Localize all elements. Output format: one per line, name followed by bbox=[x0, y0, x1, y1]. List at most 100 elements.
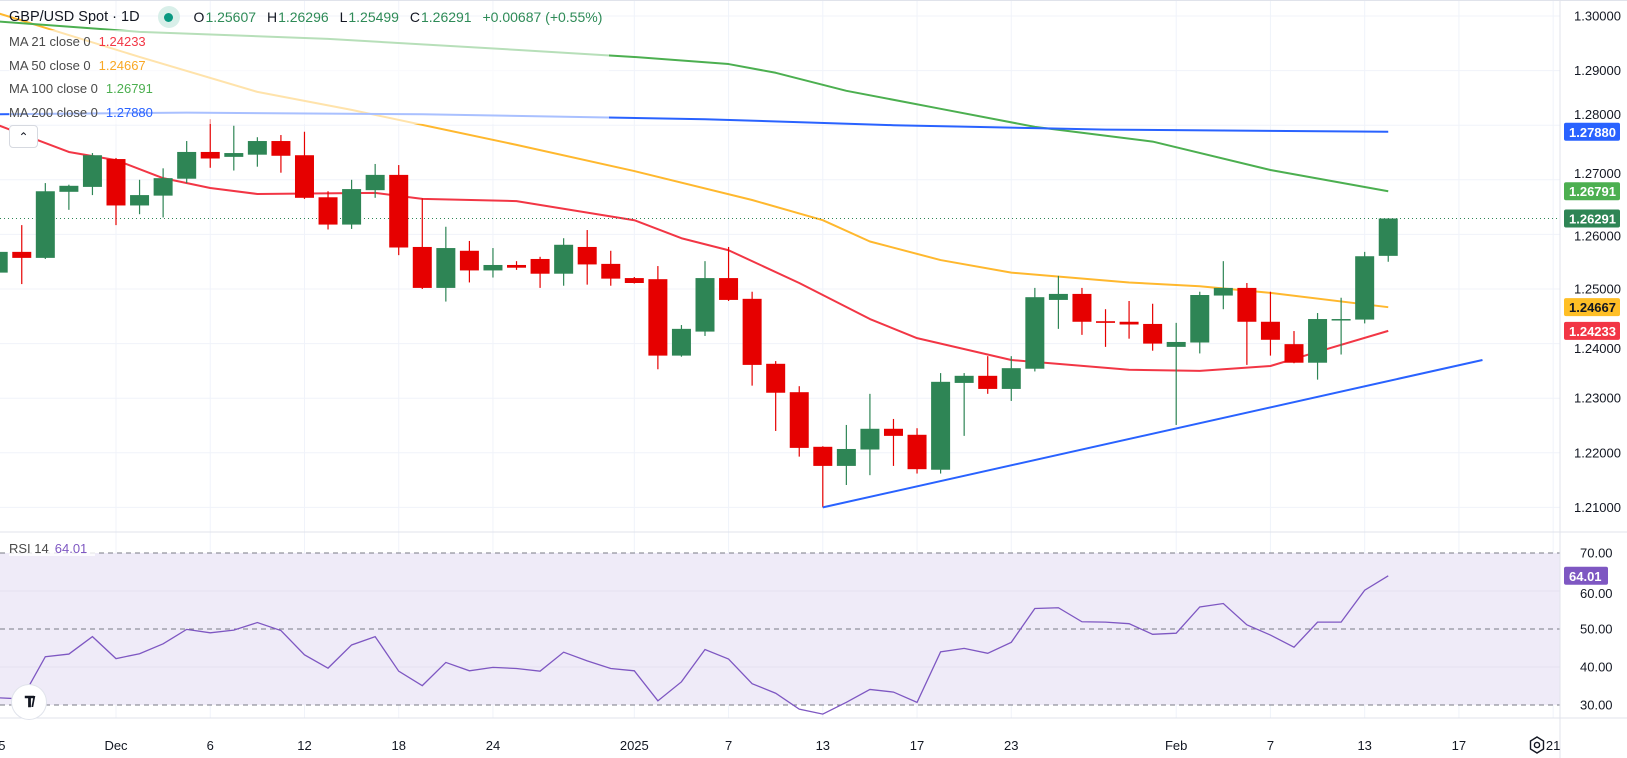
candle-body bbox=[1166, 341, 1186, 347]
candle bbox=[1025, 287, 1045, 372]
rsi-tick-label: 70.00 bbox=[1580, 546, 1613, 561]
price-tick-label: 1.30000 bbox=[1574, 9, 1621, 24]
price-tick-label: 1.22000 bbox=[1574, 445, 1621, 460]
indicator-value: 1.24233 bbox=[98, 34, 146, 49]
rsi-badge bbox=[1564, 566, 1608, 585]
candle-body bbox=[836, 448, 856, 466]
candle bbox=[1284, 331, 1304, 364]
candle bbox=[82, 153, 102, 196]
candle bbox=[1096, 309, 1116, 347]
candle-body bbox=[1284, 344, 1304, 363]
candle bbox=[719, 246, 739, 302]
candle bbox=[106, 157, 126, 226]
candle-body bbox=[671, 328, 691, 356]
candle bbox=[931, 373, 951, 474]
candle-body bbox=[459, 250, 479, 271]
price-tick-label: 1.24000 bbox=[1574, 341, 1621, 356]
price-tick-label: 1.21000 bbox=[1574, 500, 1621, 515]
candle bbox=[1378, 218, 1398, 262]
close-value: 1.26291 bbox=[420, 9, 472, 25]
indicator-ma100[interactable]: MA 100 close 0 1.26791 bbox=[9, 77, 610, 101]
candle bbox=[0, 251, 8, 273]
time-tick-label: Feb bbox=[1165, 738, 1187, 753]
symbol-title[interactable]: GBP/USD Spot · 1D bbox=[9, 9, 140, 25]
rsi-line bbox=[0, 575, 1389, 715]
candle bbox=[224, 125, 244, 171]
candle bbox=[530, 256, 550, 288]
collapse-legend-button[interactable]: ⌃ bbox=[9, 125, 38, 148]
candle-body bbox=[954, 375, 974, 383]
candle-body bbox=[789, 392, 809, 448]
price-badge bbox=[1564, 298, 1620, 317]
indicator-ma50[interactable]: MA 50 close 0 1.24667 bbox=[9, 53, 610, 77]
candle bbox=[624, 276, 644, 284]
candle bbox=[836, 424, 856, 486]
candle-body bbox=[507, 264, 527, 268]
indicator-ma200[interactable]: MA 200 close 0 1.27880 bbox=[9, 100, 610, 124]
candle-body bbox=[106, 159, 126, 206]
high-value: 1.26296 bbox=[278, 9, 329, 25]
candle-body bbox=[1048, 293, 1068, 300]
candle bbox=[766, 361, 786, 431]
candle-body bbox=[412, 246, 432, 288]
candle bbox=[1001, 356, 1021, 401]
tradingview-logo[interactable]: 𝐓 / bbox=[12, 685, 46, 719]
low-label: L bbox=[339, 9, 348, 25]
candle bbox=[1143, 303, 1163, 351]
price-badge-label: 1.24233 bbox=[1569, 324, 1616, 339]
candle-body bbox=[1190, 295, 1210, 343]
close-label: C bbox=[409, 9, 420, 25]
price-badge bbox=[1564, 321, 1620, 340]
candle bbox=[695, 261, 715, 336]
candle bbox=[601, 250, 621, 286]
rsi-tick-label: 40.00 bbox=[1580, 660, 1613, 675]
candle bbox=[671, 325, 691, 357]
gear-icon[interactable] bbox=[1527, 735, 1547, 755]
indicator-label: MA 200 close 0 bbox=[9, 104, 98, 120]
candle-body bbox=[1025, 297, 1045, 369]
price-badge-label: 1.26791 bbox=[1569, 184, 1616, 199]
candle-body bbox=[978, 375, 998, 389]
rsi-tick-label: 60.00 bbox=[1580, 586, 1613, 601]
indicator-label: MA 50 close 0 bbox=[9, 57, 91, 73]
open-label: O bbox=[193, 9, 205, 25]
candle bbox=[789, 386, 809, 457]
candle bbox=[59, 184, 79, 210]
candle-body bbox=[1355, 256, 1375, 320]
price-tick-label: 1.27000 bbox=[1574, 166, 1621, 181]
candle-body bbox=[483, 264, 503, 271]
trendline-layer[interactable] bbox=[822, 359, 1483, 509]
rsi-legend[interactable]: RSI 14 64.01 bbox=[9, 541, 96, 556]
change-value: +0.00687 (+0.55%) bbox=[482, 9, 603, 25]
candle-body bbox=[742, 298, 762, 365]
candle bbox=[342, 179, 362, 229]
market-status-icon[interactable] bbox=[157, 6, 180, 28]
candle bbox=[247, 137, 267, 167]
time-tick-label: 17 bbox=[1452, 738, 1466, 753]
price-badge bbox=[1564, 122, 1620, 141]
candle-body bbox=[59, 185, 79, 192]
candle-body bbox=[931, 381, 951, 470]
candle bbox=[459, 240, 479, 283]
candle bbox=[954, 373, 974, 436]
candle-body bbox=[1378, 218, 1398, 256]
candle-body bbox=[1237, 287, 1257, 322]
time-tick-label: 13 bbox=[1357, 738, 1371, 753]
price-tick-label: 1.29000 bbox=[1574, 63, 1621, 78]
candle-body bbox=[624, 278, 644, 283]
candle bbox=[318, 191, 338, 230]
candle bbox=[153, 168, 173, 218]
candle bbox=[648, 266, 668, 370]
candle-body bbox=[695, 278, 715, 332]
indicator-ma21[interactable]: MA 21 close 0 1.24233 bbox=[9, 30, 610, 54]
candle bbox=[1237, 282, 1257, 365]
rsi-tick-label: 30.00 bbox=[1580, 698, 1613, 713]
candle bbox=[1048, 275, 1068, 329]
candle bbox=[365, 163, 385, 198]
candle bbox=[1355, 251, 1375, 324]
candle bbox=[860, 393, 880, 476]
indicator-label: MA 21 close 0 bbox=[9, 34, 91, 49]
trendline[interactable] bbox=[822, 359, 1483, 509]
candle-body bbox=[318, 197, 338, 225]
